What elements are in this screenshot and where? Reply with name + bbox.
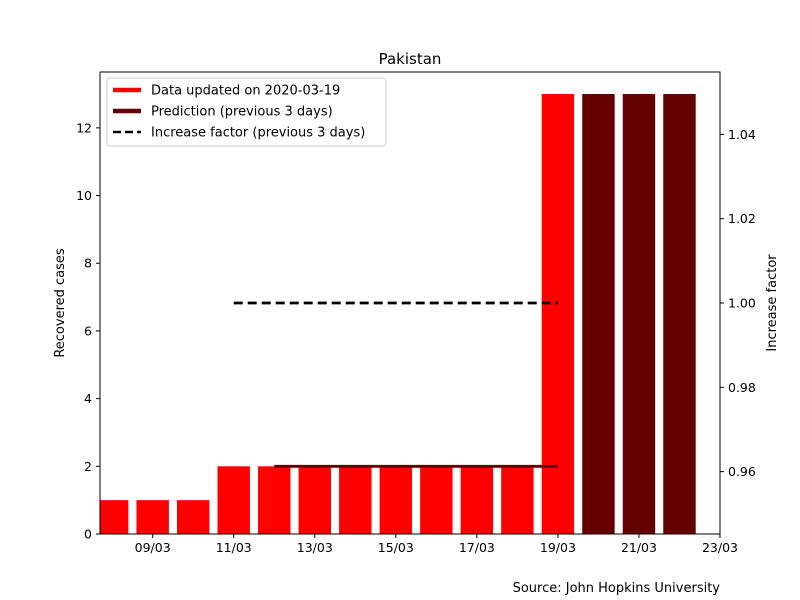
y-tick-label: 10 [76,188,92,203]
bar-data-11-03 [217,466,250,534]
chart-title: Pakistan [379,50,442,68]
y-tick-label: 6 [84,323,92,338]
x-tick-label: 13/03 [297,540,333,555]
legend-label: Increase factor (previous 3 days) [151,126,365,141]
y-tick-label: 2 [84,459,92,474]
y-axis-left: 0 2 4 6 8 10 12 [76,120,100,542]
bar-data-17-03 [460,466,494,534]
legend-label: Data updated on 2020-03-19 [151,84,340,99]
y-tick-label: 12 [76,120,92,135]
bar-data-15-03 [379,466,413,534]
legend-label: Prediction (previous 3 days) [151,105,333,120]
bar-prediction-22-03 [663,94,696,534]
y-tick-label: 4 [84,391,92,406]
bar-data-14-03 [339,466,372,534]
lines [233,301,558,468]
y2-tick-label: 1.00 [728,296,756,311]
bar-data-09-03 [136,500,169,534]
x-tick-label: 09/03 [135,540,171,555]
source-note: Source: John Hopkins University [513,581,721,596]
bar-data-08-03 [100,500,129,534]
bar-data-18-03 [501,466,534,534]
y2-tick-label: 0.96 [728,464,756,479]
bar-data-19-03 [541,94,575,534]
bar-data-16-03 [420,466,453,534]
bar-data-10-03 [176,500,210,534]
x-tick-label: 19/03 [540,540,576,555]
bar-data-12-03 [258,466,291,534]
y2-tick-label: 1.02 [728,211,756,226]
x-tick-label: 15/03 [378,540,414,555]
x-tick-label: 11/03 [216,540,252,555]
bar-prediction-20-03 [582,94,615,534]
y-tick-label: 0 [84,527,92,542]
bar-prediction-21-03 [622,94,656,534]
y-axis-right: 0.96 0.98 1.00 1.02 1.04 [720,127,756,479]
x-tick-label: 21/03 [621,540,657,555]
x-tick-label: 17/03 [459,540,495,555]
y-axis-label: Recovered cases [53,248,68,358]
bars [100,94,696,534]
y2-axis-label: Increase factor [765,254,780,352]
legend-box [106,77,387,147]
y2-tick-label: 1.04 [728,127,756,142]
bar-data-13-03 [298,466,331,534]
legend: Data updated on 2020-03-19 Prediction (pr… [106,77,387,147]
y2-tick-label: 0.98 [728,380,756,395]
y-tick-label: 8 [84,256,92,271]
x-tick-label: 23/03 [702,540,738,555]
x-axis: 09/03 11/03 13/03 15/03 17/03 19/03 21/03 23/03 [135,534,738,555]
